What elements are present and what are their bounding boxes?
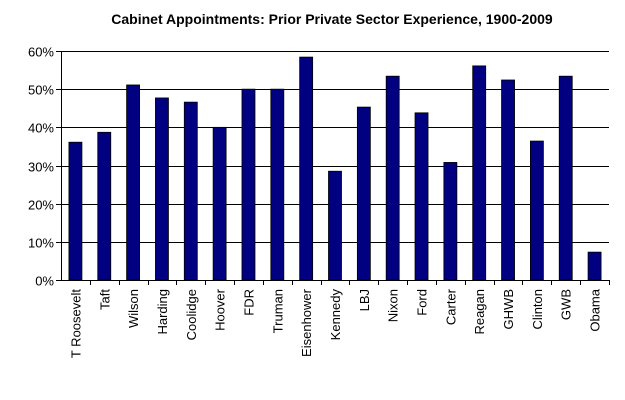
y-tick-label: 50% (28, 83, 54, 98)
x-tick-label: Clinton (530, 289, 545, 329)
bar (183, 101, 198, 281)
bar (68, 141, 83, 281)
bar (97, 131, 112, 281)
bar (155, 97, 169, 281)
y-tick-label: 60% (28, 45, 54, 60)
x-tick-label: Harding (155, 289, 170, 335)
x-tick-label: Hoover (213, 288, 228, 331)
bar (472, 65, 487, 281)
x-tick-label: Carter (443, 288, 458, 325)
bar (414, 112, 429, 281)
x-tick-label: Reagan (472, 289, 487, 335)
x-tick-label: Nixon (386, 289, 401, 322)
bar (299, 56, 314, 281)
bar (212, 126, 227, 281)
x-tick-label: Wilson (126, 289, 141, 328)
x-tick-label: Eisenhower (299, 288, 314, 357)
bar (126, 84, 141, 281)
x-tick-label: Ford (415, 289, 430, 316)
x-tick-label: FDR (241, 289, 256, 316)
y-tick-label: 40% (28, 121, 54, 136)
x-tick-label: T Roosevelt (68, 289, 83, 359)
chart-title: Cabinet Appointments: Prior Private Sect… (111, 11, 553, 27)
y-tick-label: 30% (28, 160, 54, 175)
y-tick-label: 0% (35, 274, 54, 289)
bar (443, 162, 458, 281)
y-tick-label: 10% (28, 236, 54, 251)
y-tick-label: 20% (28, 198, 54, 213)
x-tick-label: Coolidge (184, 289, 199, 340)
bar (385, 75, 400, 281)
x-tick-label: GHWB (501, 289, 516, 329)
bar (558, 75, 573, 281)
x-tick-label: GWB (559, 289, 574, 320)
bar (501, 79, 515, 281)
x-tick-label: Kennedy (328, 289, 343, 341)
x-tick-label: Truman (270, 289, 285, 333)
bar (241, 88, 256, 281)
bar (356, 106, 371, 281)
bar (529, 140, 544, 281)
x-tick-label: Obama (588, 288, 603, 331)
bar (270, 88, 285, 281)
bar (328, 170, 342, 281)
bar (587, 251, 602, 281)
x-tick-label: Taft (97, 289, 112, 310)
x-tick-label: LBJ (357, 289, 372, 311)
